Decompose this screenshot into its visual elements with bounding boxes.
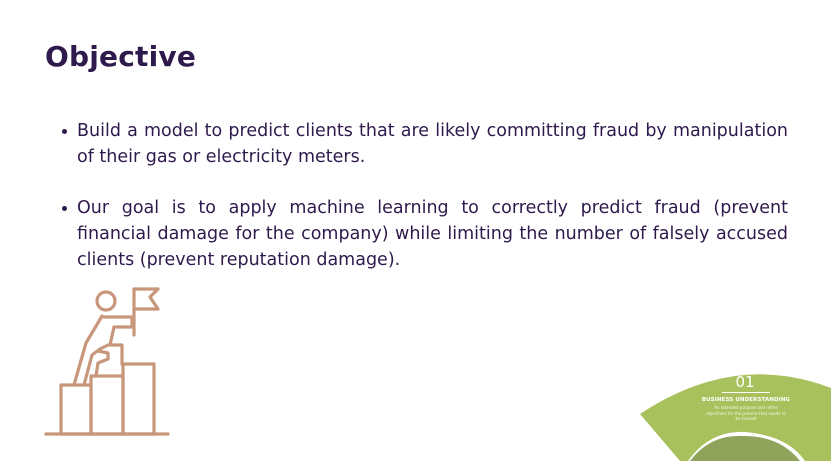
bullet-item: Our goal is to apply machine learning to…: [59, 195, 788, 273]
slide-title: Objective: [45, 40, 197, 73]
badge-title: BUSINESS UNDERSTANDING: [701, 397, 791, 403]
section-badge: [640, 374, 831, 461]
climber-with-flag-icon: [44, 287, 170, 436]
badge-divider: [722, 392, 770, 393]
badge-description: An intended purpose and refine objective…: [706, 405, 786, 421]
badge-number: 01: [735, 373, 755, 391]
bullet-item: Build a model to predict clients that ar…: [59, 118, 788, 170]
bullet-list: Build a model to predict clients that ar…: [59, 118, 788, 298]
